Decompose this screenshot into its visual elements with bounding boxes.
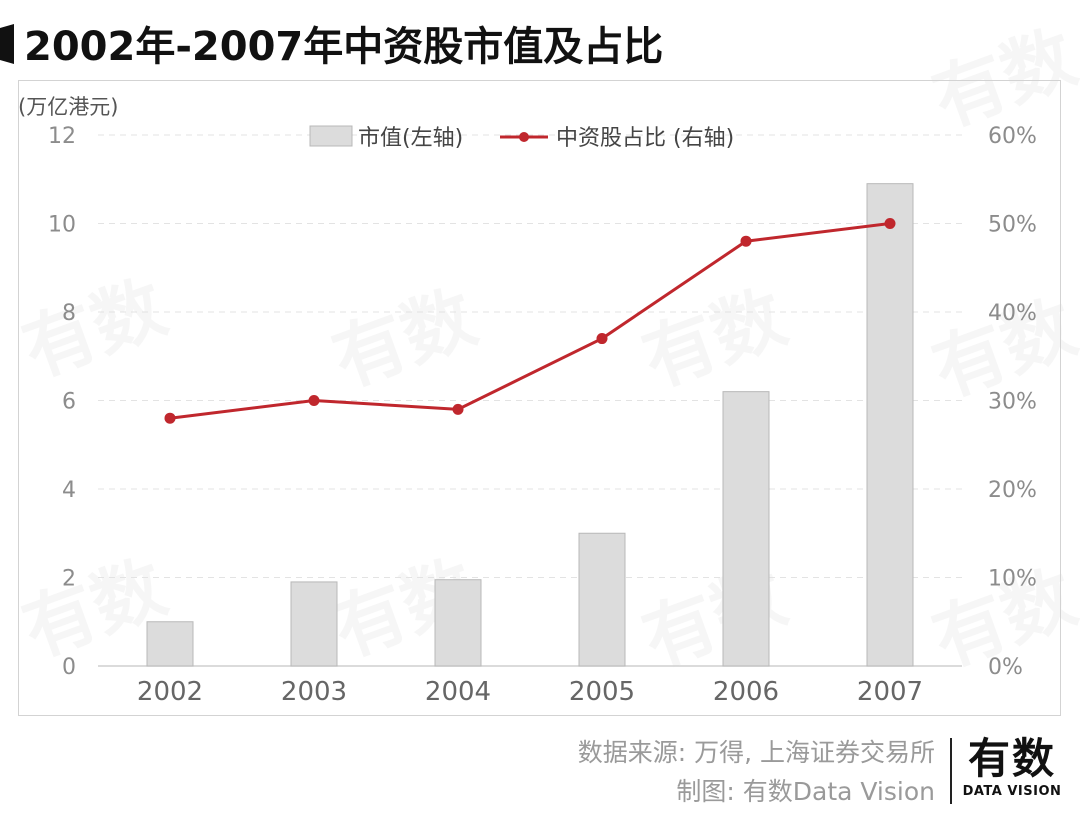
x-tick-label: 2006	[713, 677, 779, 707]
legend-label-line: 中资股占比 (右轴)	[556, 126, 734, 151]
x-tick-label: 2003	[281, 677, 347, 707]
brand-logo: 有数 DATA VISION	[962, 734, 1062, 800]
line-point	[452, 403, 464, 415]
legend-label-bar: 市值(左轴)	[358, 126, 463, 151]
plot-frame	[18, 80, 1061, 716]
y-right-tick-label: 20%	[988, 478, 1037, 503]
legend-swatch-bar	[309, 125, 353, 147]
bar	[290, 581, 338, 667]
y-left-tick-label: 6	[62, 390, 76, 415]
y-right-tick-label: 30%	[988, 390, 1037, 415]
legend-swatch-marker	[519, 132, 529, 142]
x-tick-label: 2005	[569, 677, 635, 707]
y-left-tick-label: 0	[62, 655, 76, 680]
line-point	[884, 218, 896, 229]
bar	[866, 183, 914, 667]
line-point	[308, 395, 320, 406]
x-tick-label: 2004	[425, 677, 491, 707]
x-tick-label: 2007	[857, 677, 923, 707]
y-right-tick-label: 50%	[988, 213, 1037, 238]
line-point	[596, 333, 608, 345]
y-right-tick-label: 60%	[988, 124, 1037, 149]
line-point	[164, 412, 176, 424]
brand-logo-sub: DATA VISION	[962, 784, 1062, 799]
bar	[434, 579, 482, 667]
y-left-tick-label: 2	[62, 567, 76, 592]
bar	[146, 621, 194, 667]
y-right-tick-label: 0%	[988, 655, 1023, 680]
bar	[578, 532, 626, 667]
y-left-axis-label: (万亿港元)	[18, 95, 118, 119]
credit-note: 制图: 有数Data Vision	[676, 777, 935, 806]
source-note: 数据来源: 万得, 上海证券交易所	[577, 738, 935, 767]
y-right-tick-label: 10%	[988, 567, 1037, 592]
title-marker	[0, 24, 14, 64]
series-line	[169, 222, 891, 420]
y-left-tick-label: 12	[48, 124, 76, 149]
y-left-tick-label: 8	[62, 301, 76, 326]
line-point	[740, 235, 752, 247]
y-right-tick-label: 40%	[988, 301, 1037, 326]
x-tick-label: 2002	[137, 677, 203, 707]
footer-divider	[950, 738, 952, 804]
brand-logo-main: 有数	[967, 734, 1056, 783]
y-left-tick-label: 10	[48, 213, 76, 238]
bar	[722, 391, 770, 667]
page-title: 2002年-2007年中资股市值及占比	[24, 24, 664, 70]
y-left-tick-label: 4	[62, 478, 76, 503]
